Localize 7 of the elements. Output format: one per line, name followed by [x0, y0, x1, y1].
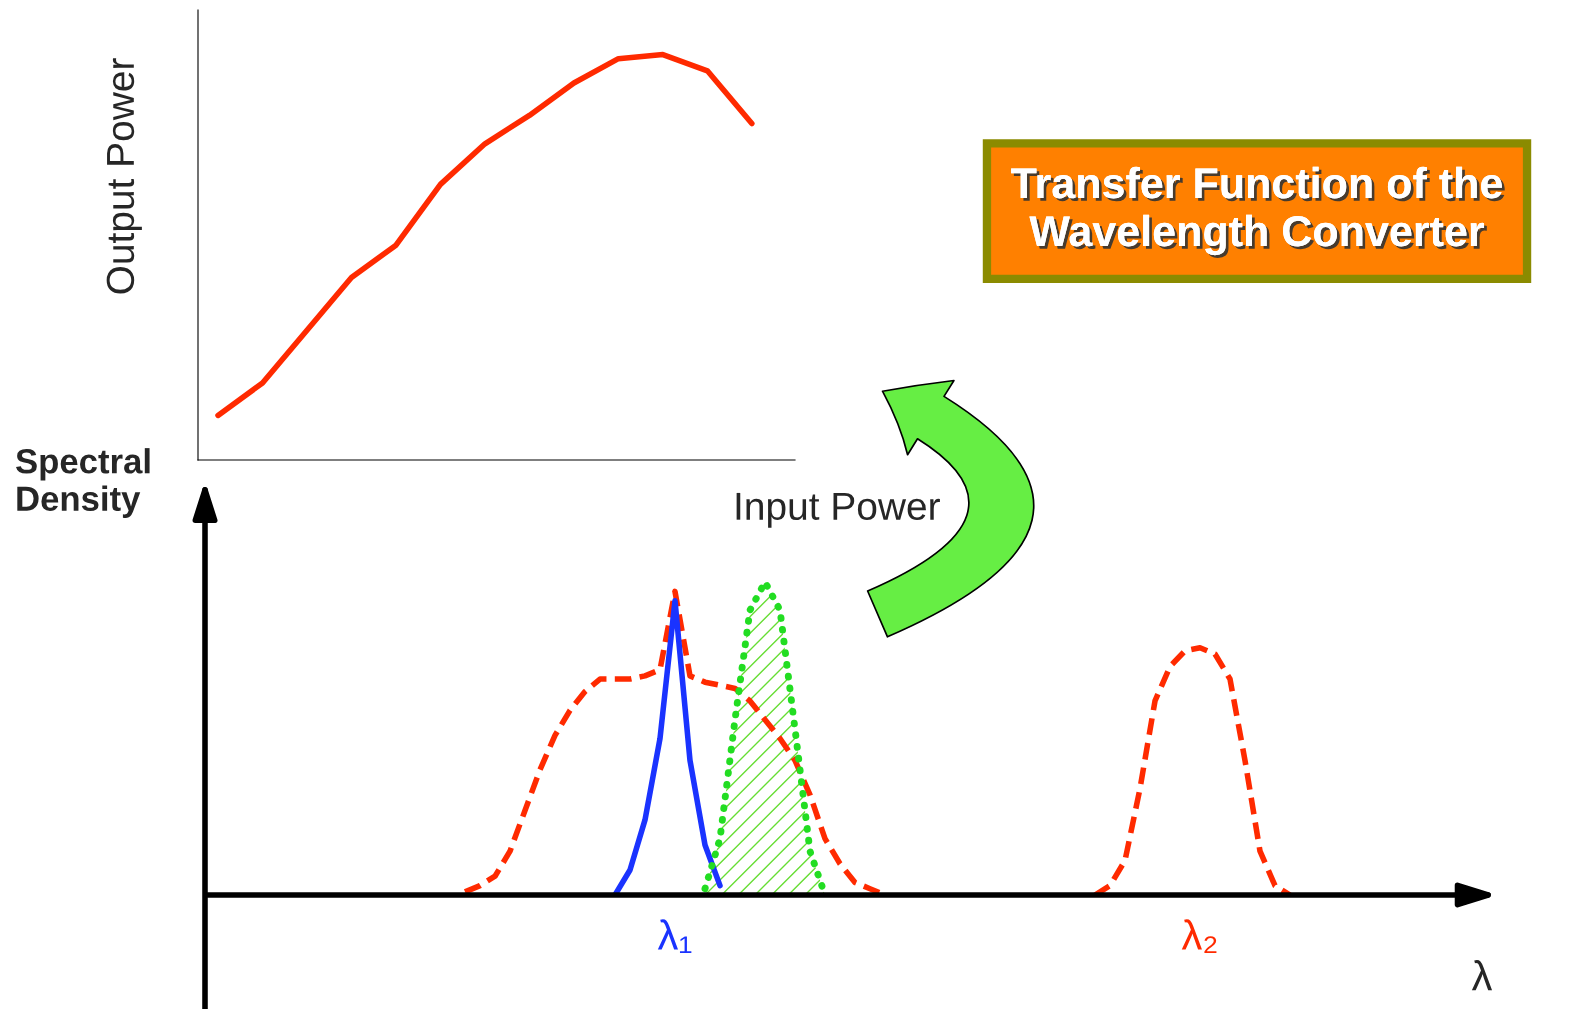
- x-axis-title: Input Power: [736, 492, 940, 528]
- x-tick-label: λ₁: [657, 919, 692, 954]
- y-axis-title: Output Power: [106, 58, 142, 294]
- x-tick-label: λ₂: [1181, 919, 1217, 954]
- y-axis-title: Spectral Density: [16, 448, 150, 518]
- x-axis-title: λ: [1471, 960, 1493, 991]
- text: Transfer Function of the Wavelength Converter: [1011, 166, 1505, 258]
